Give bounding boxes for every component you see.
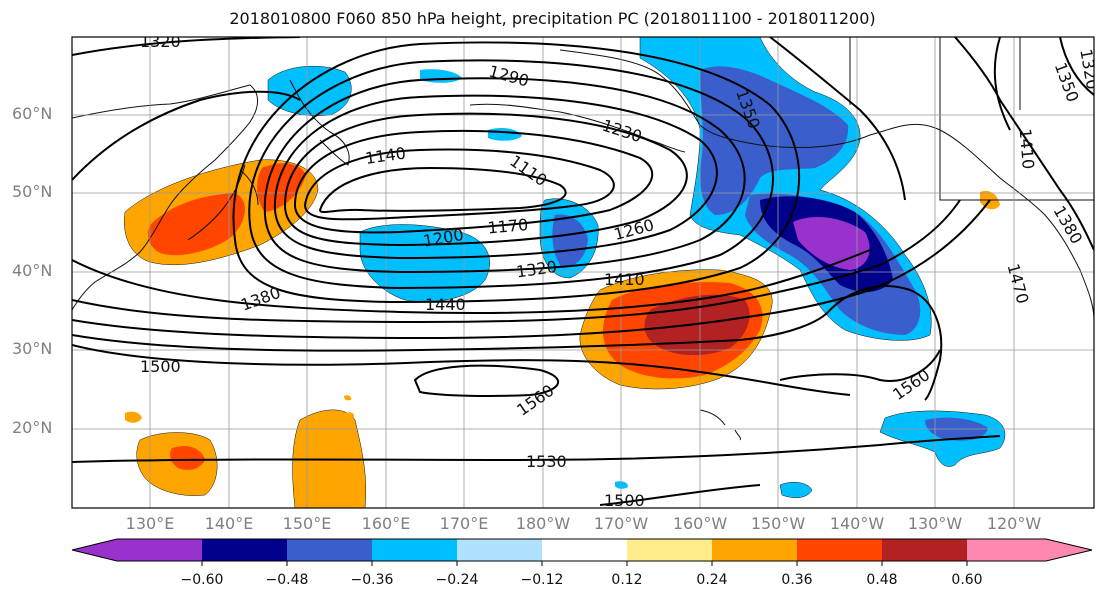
lon-label: 180°W [515,514,571,533]
colorbar-bin [117,539,202,561]
contour-1500 [72,344,851,506]
colorbar-bin [542,539,627,561]
contour-1260 [263,77,746,274]
contour-1530 [72,435,1001,463]
lon-label: 170°W [593,514,649,533]
colorbar-bin [797,539,882,561]
lon-label: 170°E [439,514,489,533]
shade-cpac-neg3b [552,214,588,268]
contour-label: 1320 [140,32,181,51]
colorbar-tick-label: 0.12 [611,572,643,588]
contour-label: 1500 [140,357,181,376]
shade-trop-pos3 [170,446,205,470]
contour-label: 1500 [604,491,645,510]
lon-label: 140°W [829,514,885,533]
colorbar-tick-label: 0.36 [781,572,813,588]
shade-goa-neg3 [700,66,849,215]
lon-label: 130°W [907,514,963,533]
contour-1140 [303,148,615,221]
shade-pos-tiny [346,412,355,418]
contour-1200 [283,112,688,247]
colorbar-bin [627,539,712,561]
lon-label: 120°W [986,514,1042,533]
shade-trop-pos-dot [344,395,352,401]
colorbar-bin [287,539,372,561]
contour-ne [954,37,1094,251]
colorbar-right-arrow [1046,539,1092,561]
colorbar-tick-label: 0.60 [951,572,983,588]
contour-label: 1410 [604,270,645,289]
shade-trop-neg-small2 [615,481,628,489]
contour-label: 1440 [425,295,466,314]
contour-1440 [72,199,991,340]
lat-label: 60°N [12,104,53,123]
colorbar-tick-label: −0.36 [350,572,394,588]
lon-label: 160°E [361,514,411,533]
map-frame [71,36,1095,509]
coast-na-interior [849,37,1094,201]
lat-label: 30°N [12,339,53,358]
lon-label: 140°E [204,514,254,533]
lon-label: 160°W [672,514,728,533]
contour-label: 1530 [526,452,567,471]
colorbar-tick-label: 0.48 [866,572,898,588]
lat-label: 20°N [12,418,53,437]
lat-label: 50°N [12,182,53,201]
contour-1320 [232,41,801,304]
contour-1410 [72,199,961,324]
contour-label: 1410 [1015,128,1037,170]
contour-1230 [273,94,718,260]
shade-trop-neg-small [779,482,813,498]
shade-bering-neg2 [267,65,352,116]
contour-1560 [413,349,941,397]
colorbar-tick-label: −0.60 [180,572,224,588]
shade-japan-pos3 [148,193,246,256]
colorbar-bin [457,539,542,561]
colorbar-outline [71,538,1093,562]
coast-aleutians [469,103,686,153]
lon-label: 150°E [282,514,332,533]
colorbar-bin [712,539,797,561]
contour-1290 [248,59,774,290]
contour-label: 1170 [487,215,529,237]
coast-asia [72,84,258,311]
contour-1380 [72,90,871,314]
precipitation-shading [124,37,1006,508]
lat-label: 40°N [12,261,53,280]
colorbar-bin [967,539,1046,561]
colorbar [71,538,1093,566]
lon-label: 150°W [750,514,806,533]
shade-trop-pos-small [125,411,142,423]
colorbar-tick-label: −0.48 [265,572,309,588]
colorbar-bin [202,539,287,561]
colorbar-bin [372,539,457,561]
contour-1470 [72,285,943,401]
colorbar-bin [882,539,967,561]
lon-label: 130°E [125,514,175,533]
colorbar-tick-label: −0.24 [435,572,479,588]
contour-1170 [293,129,654,234]
colorbar-tick-label: 0.24 [696,572,728,588]
colorbar-left-arrow [72,539,117,561]
contour-1110 [318,166,567,213]
plot-area: 1320 1290 1230 1350 1320 1350 1140 1110 … [72,32,1094,510]
map-title: 2018010800 F060 850 hPa height, precipit… [229,9,876,28]
coast-hawaii [699,409,741,441]
coast-alaska [559,49,1094,321]
colorbar-tick-label: −0.12 [520,572,564,588]
